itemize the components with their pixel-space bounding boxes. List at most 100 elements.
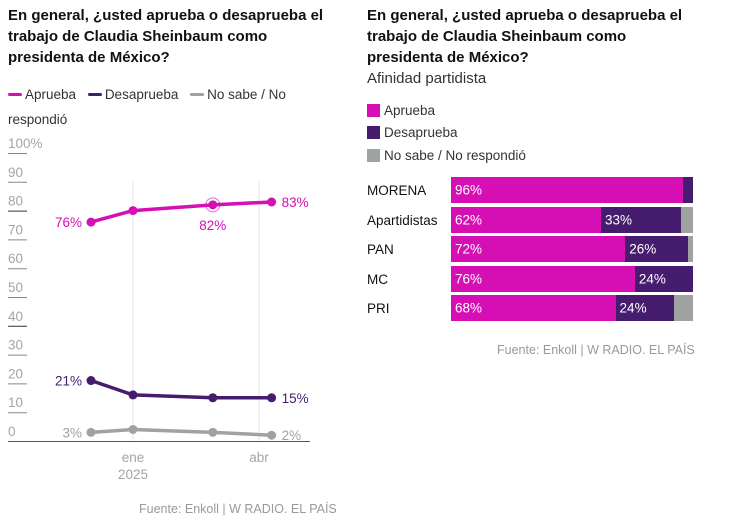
- data-label: 21%: [55, 374, 82, 389]
- bar-segment-desaprueba: 24%: [634, 266, 693, 292]
- data-point: [86, 427, 96, 437]
- no-sabe-swatch-icon: [190, 93, 205, 96]
- y-tick-label: 30: [8, 338, 23, 353]
- data-point: [86, 217, 96, 227]
- bar-segment-aprueba: 96%: [451, 177, 684, 203]
- y-tick-label: 10: [8, 395, 23, 410]
- bar-value-label: 76%: [455, 271, 483, 287]
- x-tick-sublabel: 2025: [118, 467, 148, 480]
- category-label: PAN: [367, 241, 394, 257]
- highlight-ring: [205, 197, 221, 213]
- bar-track: 72% 26%: [451, 236, 693, 262]
- bar-value-label: 26%: [629, 241, 657, 257]
- bar-value-label: 68%: [455, 300, 483, 316]
- left-title-line-1: En general, ¿usted aprueba o desaprueba …: [8, 7, 324, 24]
- bar-track: 62% 33%: [451, 207, 693, 233]
- no-sabe-swatch-icon: [367, 148, 380, 162]
- bar-segment-aprueba: 76%: [451, 266, 635, 292]
- bar-value-label: 24%: [638, 271, 666, 287]
- left-legend: Aprueba Desaprueba No sabe / No respondi…: [8, 79, 348, 132]
- y-tick-label: 50: [8, 280, 23, 295]
- bar-value-label: 24%: [619, 300, 647, 316]
- bar-segment-aprueba: 68%: [451, 295, 616, 321]
- y-tick-label: 100%: [8, 136, 43, 151]
- data-point: [128, 390, 138, 400]
- bar-segment-desaprueba: [683, 177, 693, 203]
- data-point: [267, 430, 277, 440]
- left-title-line-2: trabajo de Claudia Sheinbaum como: [8, 28, 268, 45]
- bar-row: PAN 72% 26%: [367, 236, 697, 262]
- bar-track: 68% 24%: [451, 295, 693, 321]
- bar-value-label: 96%: [455, 182, 483, 198]
- series-line-no-sabe-no-respondi-: [89, 427, 274, 437]
- bar-row: PRI 68% 24%: [367, 295, 697, 321]
- aprueba-swatch-icon: [367, 103, 380, 117]
- bar-segment-desaprueba: 33%: [601, 207, 681, 233]
- x-tick-label: abr: [249, 450, 269, 465]
- data-point: [208, 393, 218, 403]
- legend-item-desaprueba: Desaprueba: [367, 122, 526, 145]
- bar-value-label: 33%: [605, 212, 633, 228]
- right-chart-title: En general, ¿usted aprueba o desaprueba …: [367, 5, 732, 68]
- data-label: 3%: [62, 425, 82, 440]
- category-label: MC: [367, 271, 388, 287]
- bar-segment-no-sabe: [680, 207, 693, 233]
- aprueba-swatch-icon: [8, 93, 22, 96]
- desaprueba-swatch-icon: [87, 93, 102, 96]
- bar-segment-aprueba: 72%: [451, 236, 626, 262]
- category-label: MORENA: [367, 182, 427, 198]
- bar-segment-aprueba: 62%: [451, 207, 602, 233]
- data-point: [128, 424, 138, 434]
- legend-item-no-sabe: No sabe / No respondió: [367, 144, 526, 167]
- right-source: Fuente: Enkoll | W RADIO. EL PAÍS: [497, 343, 695, 357]
- legend-item-aprueba: Aprueba: [8, 82, 76, 107]
- right-title-line-2: trabajo de Claudia Sheinbaum como: [367, 28, 627, 45]
- legend-wrap-text: respondió: [8, 112, 68, 127]
- left-source: Fuente: Enkoll | W RADIO. EL PAÍS: [139, 502, 337, 516]
- line-chart: ene 2025 abr 100% 90 80 70 60 50 40 30 20 10 0 3% 2% 21%…: [8, 136, 310, 480]
- bar-track: 96%: [451, 177, 693, 203]
- bar-row: Apartidistas 62% 33%: [367, 207, 697, 233]
- data-label: 82%: [199, 218, 226, 233]
- bar-value-label: 62%: [455, 212, 483, 228]
- data-label: 83%: [282, 195, 309, 210]
- left-title-line-3: presidenta de México?: [8, 49, 170, 66]
- bar-row: MORENA 96%: [367, 177, 697, 203]
- data-label: 76%: [55, 215, 82, 230]
- category-label: Apartidistas: [367, 212, 438, 228]
- data-point: [128, 206, 138, 216]
- bar-segment-desaprueba: 24%: [615, 295, 674, 321]
- legend-item-no-sabe: No sabe / No: [190, 82, 286, 107]
- series-line-desaprueba: [89, 378, 274, 400]
- data-label: 2%: [282, 428, 302, 443]
- y-tick-label: 90: [8, 165, 23, 180]
- right-legend: Aprueba Desaprueba No sabe / No respondi…: [367, 99, 526, 167]
- y-tick-label: 70: [8, 222, 23, 237]
- right-title-line-3: presidenta de México?: [367, 49, 529, 66]
- y-tick-label: 20: [8, 366, 23, 381]
- bar-segment-no-sabe: [688, 236, 693, 262]
- data-point: [267, 197, 277, 207]
- legend-item-aprueba: Aprueba: [367, 99, 526, 122]
- series-line-aprueba: [89, 200, 274, 224]
- bar-segment-desaprueba: 26%: [625, 236, 689, 262]
- right-subtitle: Afinidad partidista: [367, 70, 487, 87]
- left-chart-title: En general, ¿usted aprueba o desaprueba …: [8, 5, 358, 68]
- bar-segment-no-sabe: [673, 295, 693, 321]
- bar-track: 76% 24%: [451, 266, 693, 292]
- desaprueba-swatch-icon: [367, 126, 380, 140]
- data-point: [86, 376, 96, 386]
- bar-value-label: 72%: [455, 241, 483, 257]
- data-point: [267, 393, 277, 403]
- data-point: [208, 427, 218, 437]
- legend-item-desaprueba: Desaprueba: [87, 82, 178, 107]
- y-tick-label: 80: [8, 194, 23, 209]
- y-tick-label: 60: [8, 251, 23, 266]
- y-tick-label: 0: [8, 424, 16, 439]
- bar-row: MC 76% 24%: [367, 266, 697, 292]
- data-point: [208, 200, 218, 210]
- right-title-line-1: En general, ¿usted aprueba o desaprueba …: [367, 7, 683, 24]
- x-tick-label: ene: [122, 450, 145, 465]
- y-tick-label: 40: [8, 309, 23, 324]
- category-label: PRI: [367, 300, 390, 316]
